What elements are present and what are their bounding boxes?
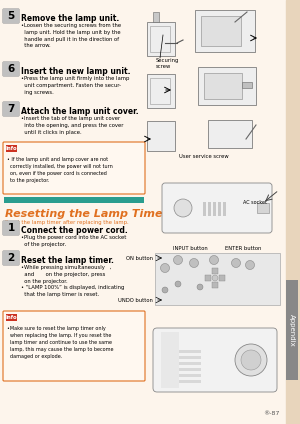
Text: Resetting the Lamp Timer: Resetting the Lamp Timer: [5, 209, 168, 219]
Bar: [163, 362, 201, 365]
Text: 1: 1: [8, 223, 15, 233]
Bar: [286, 280, 298, 380]
Text: •Loosen the securing screws from the
  lamp unit. Hold the lamp unit by the
  ha: •Loosen the securing screws from the lam…: [21, 23, 121, 48]
Text: 2: 2: [8, 253, 15, 263]
FancyBboxPatch shape: [3, 311, 145, 381]
FancyBboxPatch shape: [2, 251, 20, 265]
Bar: [150, 78, 170, 104]
Text: Attach the lamp unit cover.: Attach the lamp unit cover.: [21, 107, 139, 116]
Bar: [195, 10, 255, 52]
Text: Appendix: Appendix: [289, 314, 295, 346]
Bar: [204, 73, 242, 99]
Circle shape: [241, 350, 261, 370]
Text: Insert the new lamp unit.: Insert the new lamp unit.: [21, 67, 130, 76]
Circle shape: [235, 344, 267, 376]
Bar: [212, 282, 218, 288]
Bar: [147, 22, 175, 56]
Bar: [153, 12, 159, 22]
Circle shape: [175, 281, 181, 287]
Circle shape: [162, 287, 168, 293]
Bar: [161, 332, 179, 388]
Circle shape: [245, 260, 254, 270]
Bar: [257, 203, 269, 213]
Text: •Make sure to reset the lamp timer only
  when replacing the lamp. If you reset : •Make sure to reset the lamp timer only …: [7, 326, 113, 359]
FancyBboxPatch shape: [2, 61, 20, 76]
Bar: [201, 16, 241, 46]
Bar: [6, 314, 17, 321]
Text: 5: 5: [8, 11, 15, 21]
Circle shape: [160, 263, 169, 273]
Bar: [0, 0, 150, 424]
Circle shape: [212, 275, 218, 281]
Bar: [163, 350, 201, 353]
Circle shape: [190, 259, 199, 268]
Bar: [198, 67, 256, 105]
Circle shape: [174, 199, 192, 217]
Circle shape: [173, 256, 182, 265]
Bar: [208, 120, 252, 148]
FancyBboxPatch shape: [2, 220, 20, 235]
FancyBboxPatch shape: [153, 328, 277, 392]
Bar: [242, 82, 252, 88]
Bar: [203, 202, 206, 216]
Circle shape: [197, 284, 203, 290]
Bar: [223, 202, 226, 216]
Text: Info: Info: [6, 146, 17, 151]
Circle shape: [232, 259, 241, 268]
Text: ENTER button: ENTER button: [225, 246, 261, 251]
FancyBboxPatch shape: [2, 101, 20, 117]
FancyBboxPatch shape: [2, 8, 20, 23]
Text: ®-87: ®-87: [264, 411, 280, 416]
Text: 6: 6: [8, 64, 15, 74]
Text: •Plug the power cord into the AC socket
  of the projector.: •Plug the power cord into the AC socket …: [21, 235, 126, 247]
Bar: [163, 374, 201, 377]
Bar: [212, 268, 218, 274]
Text: AC socket: AC socket: [243, 200, 267, 205]
Bar: [147, 121, 175, 151]
Bar: [218, 202, 221, 216]
Text: 7: 7: [7, 104, 15, 114]
Text: Info: Info: [6, 315, 17, 320]
Text: User service screw: User service screw: [179, 154, 229, 159]
Text: INPUT button: INPUT button: [173, 246, 208, 251]
Circle shape: [209, 256, 218, 265]
Bar: [163, 356, 201, 359]
Bar: [163, 368, 201, 371]
Bar: [150, 0, 286, 424]
Bar: [4, 197, 144, 203]
Text: Remove the lamp unit.: Remove the lamp unit.: [21, 14, 119, 23]
Bar: [150, 26, 170, 52]
Bar: [155, 253, 280, 305]
Bar: [205, 275, 211, 281]
Text: •Press the lamp unit firmly into the lamp
  unit compartment. Fasten the secur-
: •Press the lamp unit firmly into the lam…: [21, 76, 129, 95]
Text: ON button: ON button: [126, 256, 153, 260]
FancyBboxPatch shape: [3, 142, 145, 194]
Text: • If the lamp unit and lamp cover are not
  correctly installed, the power will : • If the lamp unit and lamp cover are no…: [7, 157, 113, 183]
Bar: [147, 74, 175, 108]
Text: Connect the power cord.: Connect the power cord.: [21, 226, 128, 235]
Text: Reset the lamp timer after replacing the lamp.: Reset the lamp timer after replacing the…: [5, 220, 129, 225]
Bar: [213, 202, 216, 216]
Bar: [208, 202, 211, 216]
Bar: [286, 0, 300, 424]
Text: Securing
screw: Securing screw: [156, 58, 179, 69]
Text: Reset the lamp timer.: Reset the lamp timer.: [21, 256, 114, 265]
Bar: [219, 275, 225, 281]
FancyBboxPatch shape: [162, 183, 272, 233]
Bar: [163, 380, 201, 383]
Text: •Insert the tab of the lamp unit cover
  into the opening, and press the cover
 : •Insert the tab of the lamp unit cover i…: [21, 116, 124, 134]
Text: •While pressing simultaneously   ,  
  and       on the projector, press  
  on : •While pressing simultaneously , and on …: [21, 265, 124, 297]
Bar: [6, 145, 17, 152]
Text: UNDO button: UNDO button: [118, 298, 153, 302]
